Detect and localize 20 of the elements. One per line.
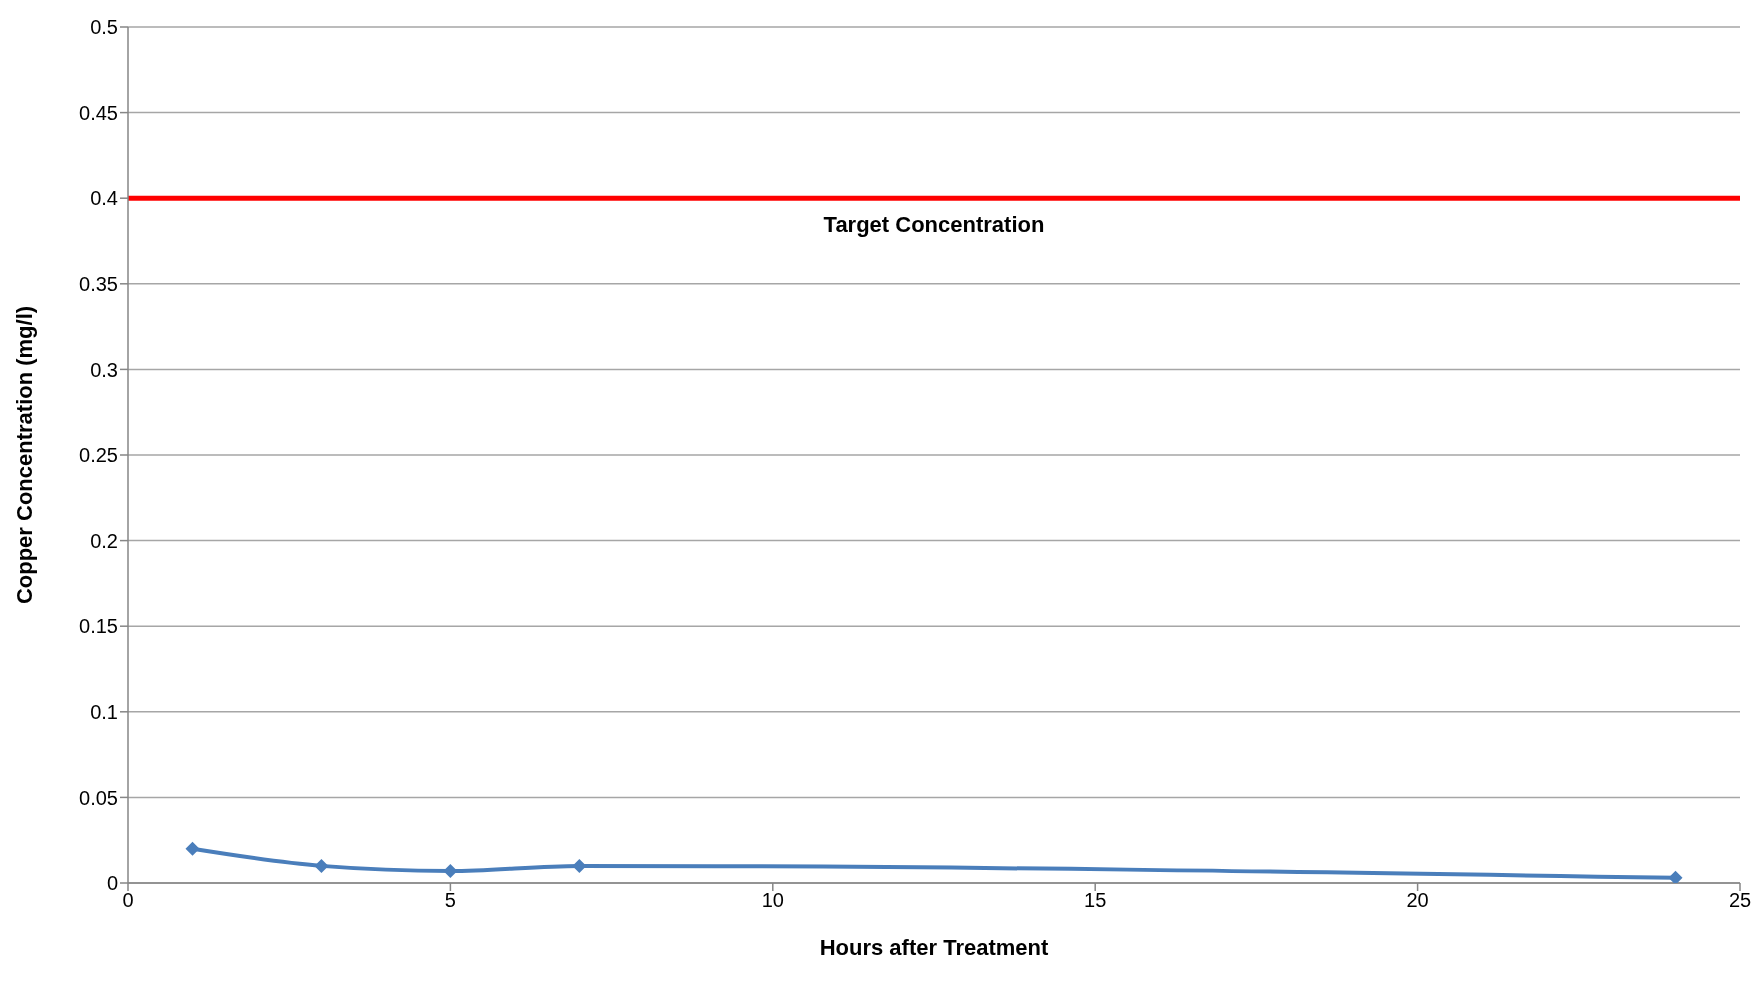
x-tick-label: 15 xyxy=(1084,889,1107,912)
y-tick-label: 0 xyxy=(106,872,118,895)
y-tick-label: 0.4 xyxy=(90,187,118,210)
y-tick-label: 0.05 xyxy=(79,786,118,809)
x-tick-label: 0 xyxy=(122,889,134,912)
y-tick-label: 0.1 xyxy=(90,700,118,723)
x-tick-label: 10 xyxy=(761,889,784,912)
y-tick-label: 0.3 xyxy=(90,358,118,381)
y-tick-label: 0.25 xyxy=(79,444,118,467)
ref-line-label: Target Concentration xyxy=(823,211,1045,237)
x-tick-label: 5 xyxy=(444,889,456,912)
y-tick-label: 0.5 xyxy=(90,16,118,39)
y-tick-label: 0.35 xyxy=(79,272,118,295)
y-tick-label: 0.15 xyxy=(79,615,118,638)
y-tick-label: 0.2 xyxy=(90,529,118,552)
y-axis-title: Copper Concentration (mg/l) xyxy=(11,305,37,605)
x-tick-label: 20 xyxy=(1406,889,1429,912)
y-tick-label: 0.45 xyxy=(79,101,118,124)
x-axis-title: Hours after Treatment xyxy=(819,935,1049,960)
x-tick-label: 25 xyxy=(1728,889,1752,912)
